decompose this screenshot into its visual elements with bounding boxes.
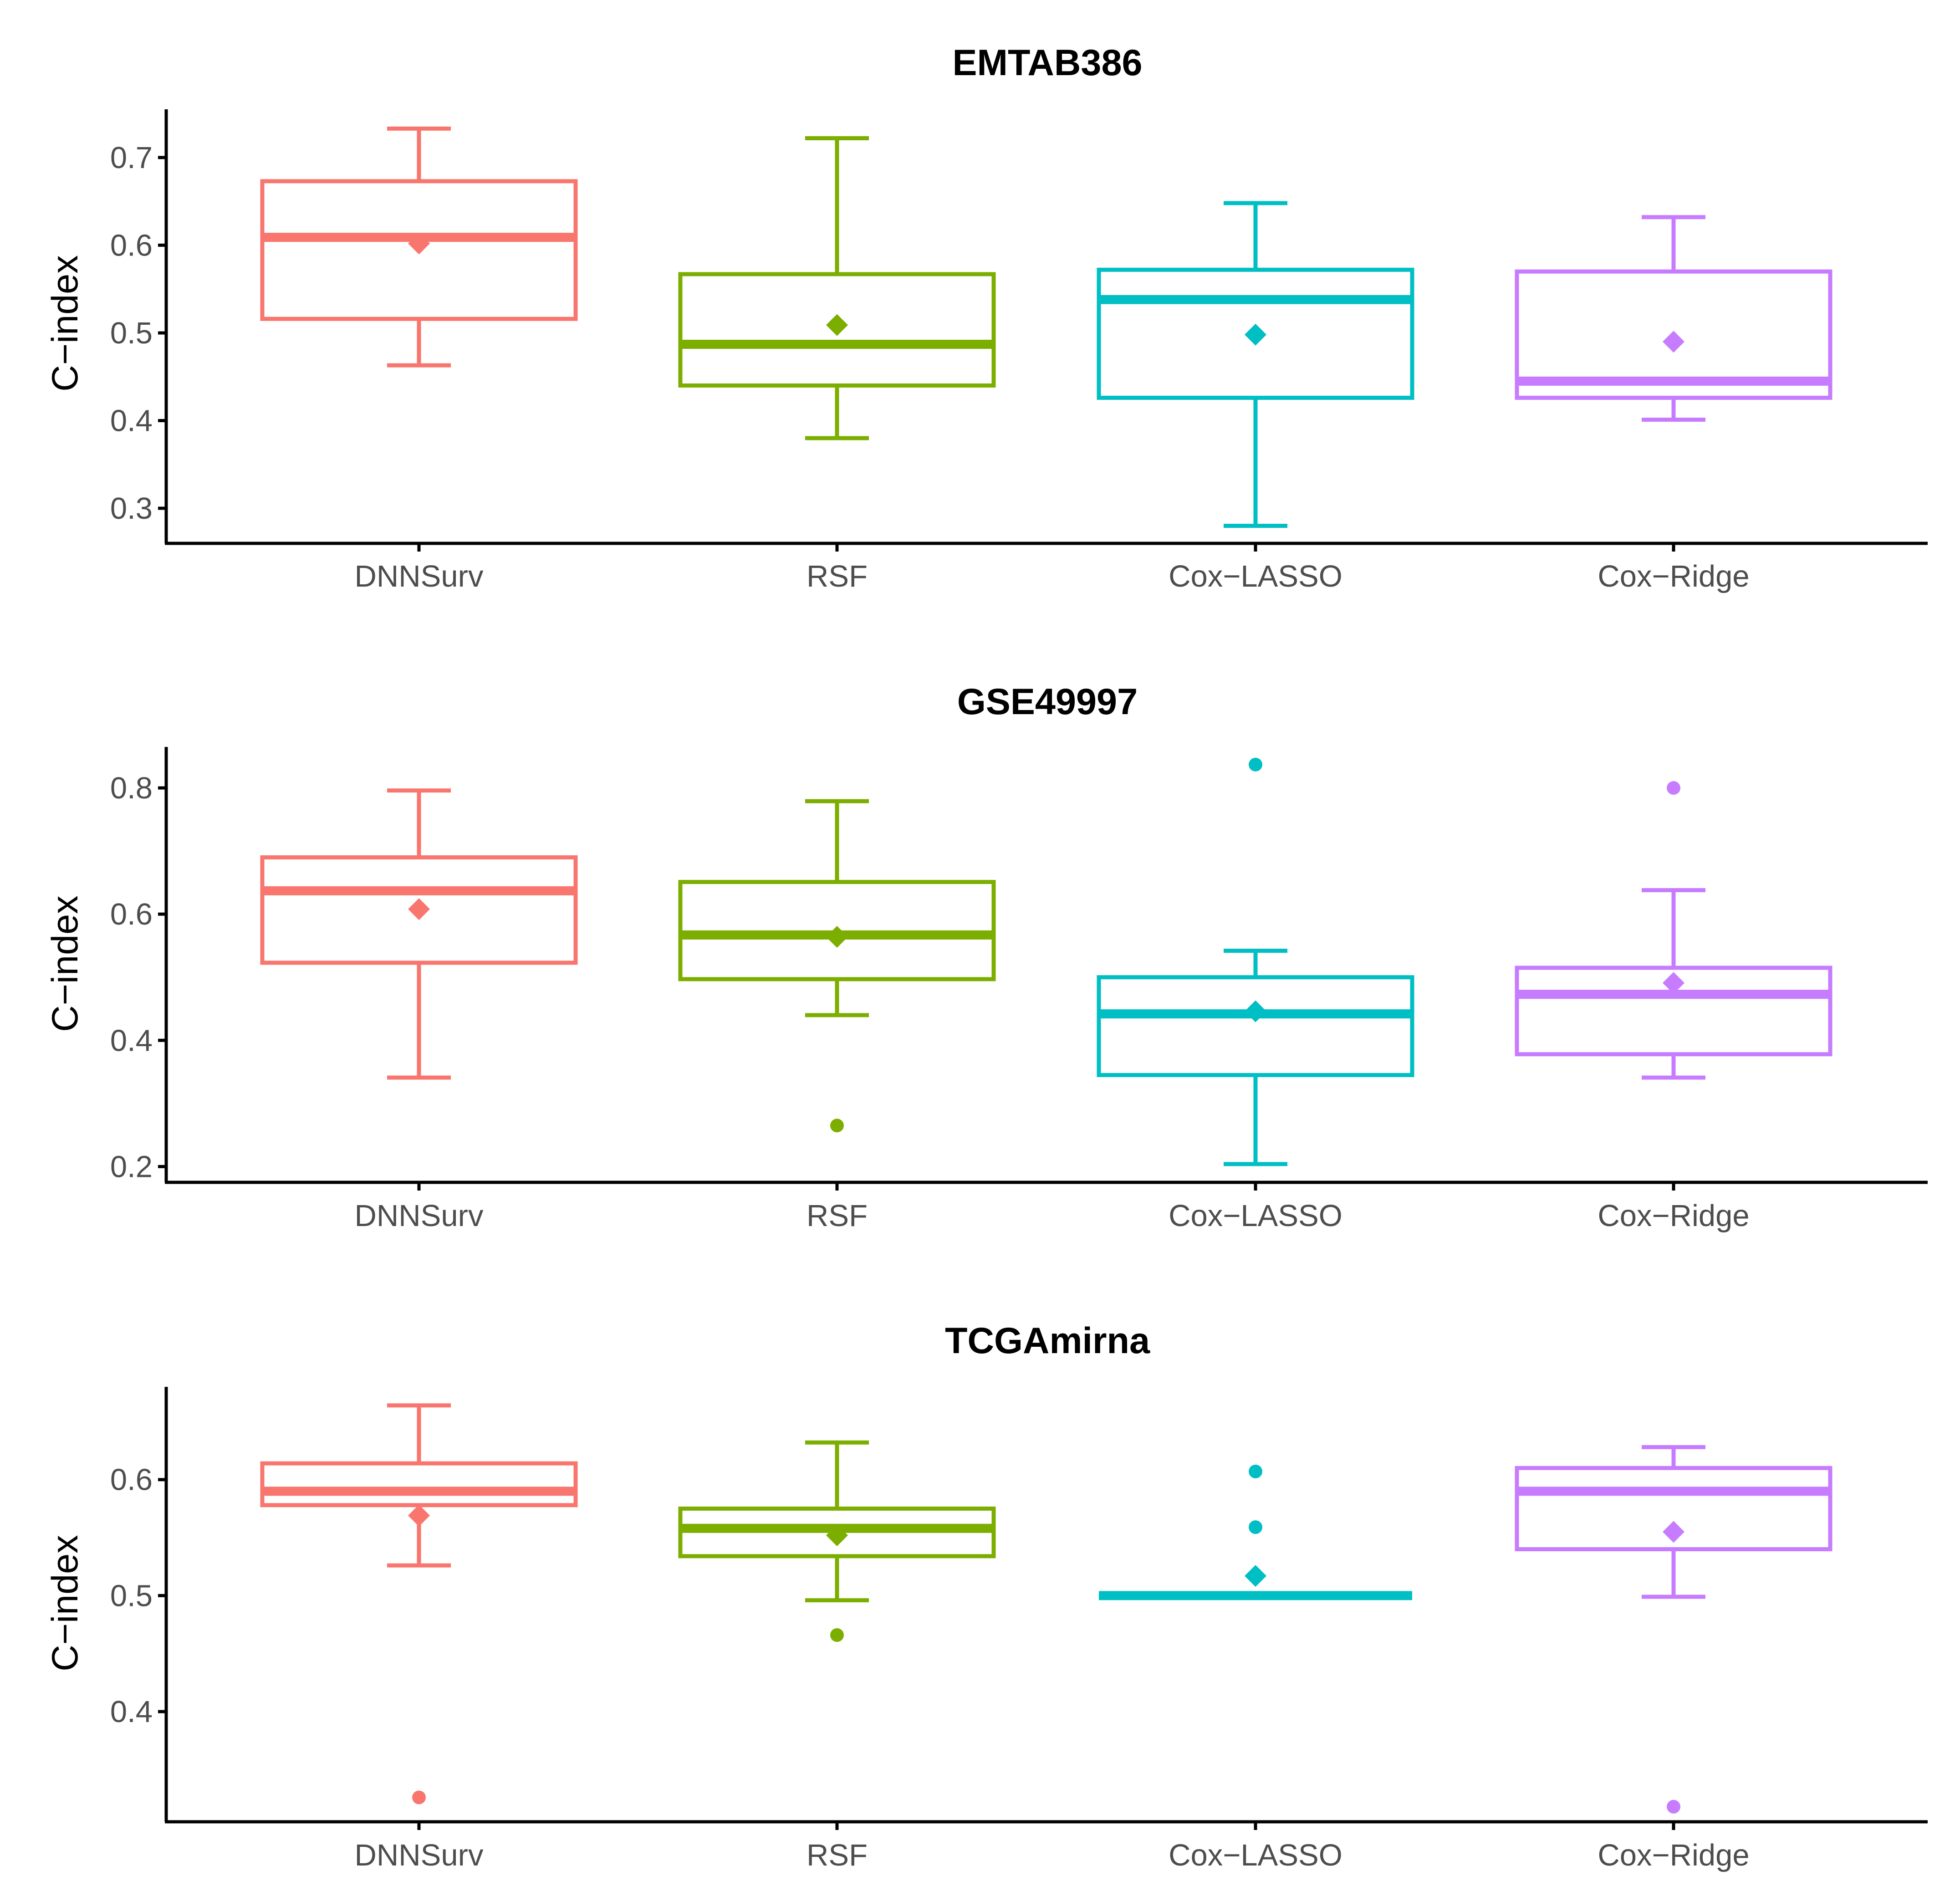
box-iqr [260, 179, 578, 321]
mean-marker [1663, 972, 1684, 994]
mean-marker [1663, 1521, 1684, 1543]
box-iqr [1515, 1466, 1832, 1552]
boxes [260, 1403, 1832, 1814]
panel-tcgamirna: TCGAmirna C−index 0.4 0.5 0.6 DNNSurv RSF … [45, 1320, 1928, 1872]
y-axis-label: C−index [45, 255, 86, 391]
y-tick-label: 0.4 [110, 404, 153, 438]
box-iqr [678, 272, 996, 388]
y-tick-label: 0.4 [110, 1695, 153, 1729]
outlier-point [1667, 1799, 1680, 1814]
box-iqr [1515, 966, 1832, 1057]
y-tick-label: 0.5 [110, 316, 153, 350]
x-tick-label: Cox−LASSO [1169, 559, 1342, 593]
box-cox-lasso [1097, 757, 1414, 1166]
y-tick-label: 0.6 [110, 897, 153, 931]
x-tick-label: RSF [806, 1199, 868, 1233]
box-rsf [678, 1440, 996, 1642]
y-ticks: 0.3 0.4 0.5 0.6 0.7 [110, 141, 166, 526]
box-cox-lasso [1097, 201, 1414, 528]
boxes [260, 126, 1832, 528]
mean-marker [408, 1504, 430, 1527]
y-ticks: 0.2 0.4 0.6 0.8 [110, 771, 166, 1184]
y-tick-label: 0.2 [110, 1150, 153, 1184]
y-axis-label: C−index [45, 1535, 86, 1671]
x-tick-label: DNNSurv [355, 1838, 484, 1872]
y-tick-label: 0.5 [110, 1579, 153, 1613]
panel-gse49997: GSE49997 C−index 0.2 0.4 0.6 0.8 DNNSurv RS… [45, 681, 1928, 1233]
y-tick-label: 0.6 [110, 1463, 153, 1497]
x-tick-label: Cox−Ridge [1598, 1199, 1749, 1233]
x-ticks: DNNSurv RSF Cox−LASSO Cox−Ridge [355, 543, 1750, 593]
x-tick-label: Cox−LASSO [1169, 1199, 1342, 1233]
outlier-point [1249, 1464, 1262, 1478]
box-cox-lasso [1099, 1464, 1412, 1600]
y-tick-label: 0.4 [110, 1023, 153, 1058]
outlier-point [1667, 781, 1680, 795]
box-iqr [260, 855, 578, 965]
y-tick-label: 0.8 [110, 771, 153, 805]
mean-marker [826, 1524, 848, 1546]
x-tick-label: Cox−Ridge [1598, 559, 1749, 593]
box-cox-ridge [1515, 215, 1832, 422]
box-dnnsurv [260, 126, 578, 368]
box-rsf [678, 799, 996, 1133]
box-cox-ridge [1515, 1445, 1832, 1814]
y-tick-label: 0.7 [110, 141, 153, 175]
box-cox-ridge [1515, 781, 1832, 1080]
outlier-point [1249, 1520, 1262, 1534]
panel-title: TCGAmirna [945, 1320, 1150, 1361]
mean-marker [826, 926, 848, 948]
panel-emtab386: EMTAB386 C−index 0.3 0.4 0.5 0.6 0.7 DNNSurv… [45, 42, 1928, 593]
box-iqr [1097, 267, 1414, 400]
mean-marker [1245, 1000, 1266, 1022]
mean-marker [1245, 323, 1266, 346]
box-rsf [678, 136, 996, 440]
box-dnnsurv [260, 788, 578, 1080]
panel-title: EMTAB386 [952, 42, 1142, 83]
x-tick-label: RSF [806, 559, 868, 593]
outlier-point [830, 1119, 844, 1133]
mean-marker [1245, 1565, 1266, 1587]
panel-title: GSE49997 [957, 681, 1138, 722]
outlier-point [1249, 757, 1262, 772]
y-tick-label: 0.6 [110, 228, 153, 262]
y-axis-label: C−index [45, 895, 86, 1032]
x-tick-label: DNNSurv [355, 1199, 484, 1233]
mean-marker [826, 314, 848, 336]
x-ticks: DNNSurv RSF Cox−LASSO Cox−Ridge [355, 1182, 1750, 1233]
x-tick-label: RSF [806, 1838, 868, 1872]
mean-marker [1663, 331, 1684, 353]
x-tick-label: Cox−LASSO [1169, 1838, 1342, 1872]
x-tick-label: Cox−Ridge [1598, 1838, 1749, 1872]
y-tick-label: 0.3 [110, 491, 153, 526]
mean-marker [408, 898, 430, 920]
boxes [260, 757, 1832, 1166]
mean-marker [408, 232, 430, 255]
box-iqr [1097, 975, 1414, 1077]
x-tick-label: DNNSurv [355, 559, 484, 593]
box-iqr [1515, 269, 1832, 400]
outlier-point [830, 1628, 844, 1642]
box-dnnsurv [260, 1403, 578, 1804]
box-iqr [260, 1461, 578, 1508]
y-ticks: 0.4 0.5 0.6 [110, 1463, 166, 1729]
x-ticks: DNNSurv RSF Cox−LASSO Cox−Ridge [355, 1822, 1750, 1872]
outlier-point [412, 1790, 426, 1804]
